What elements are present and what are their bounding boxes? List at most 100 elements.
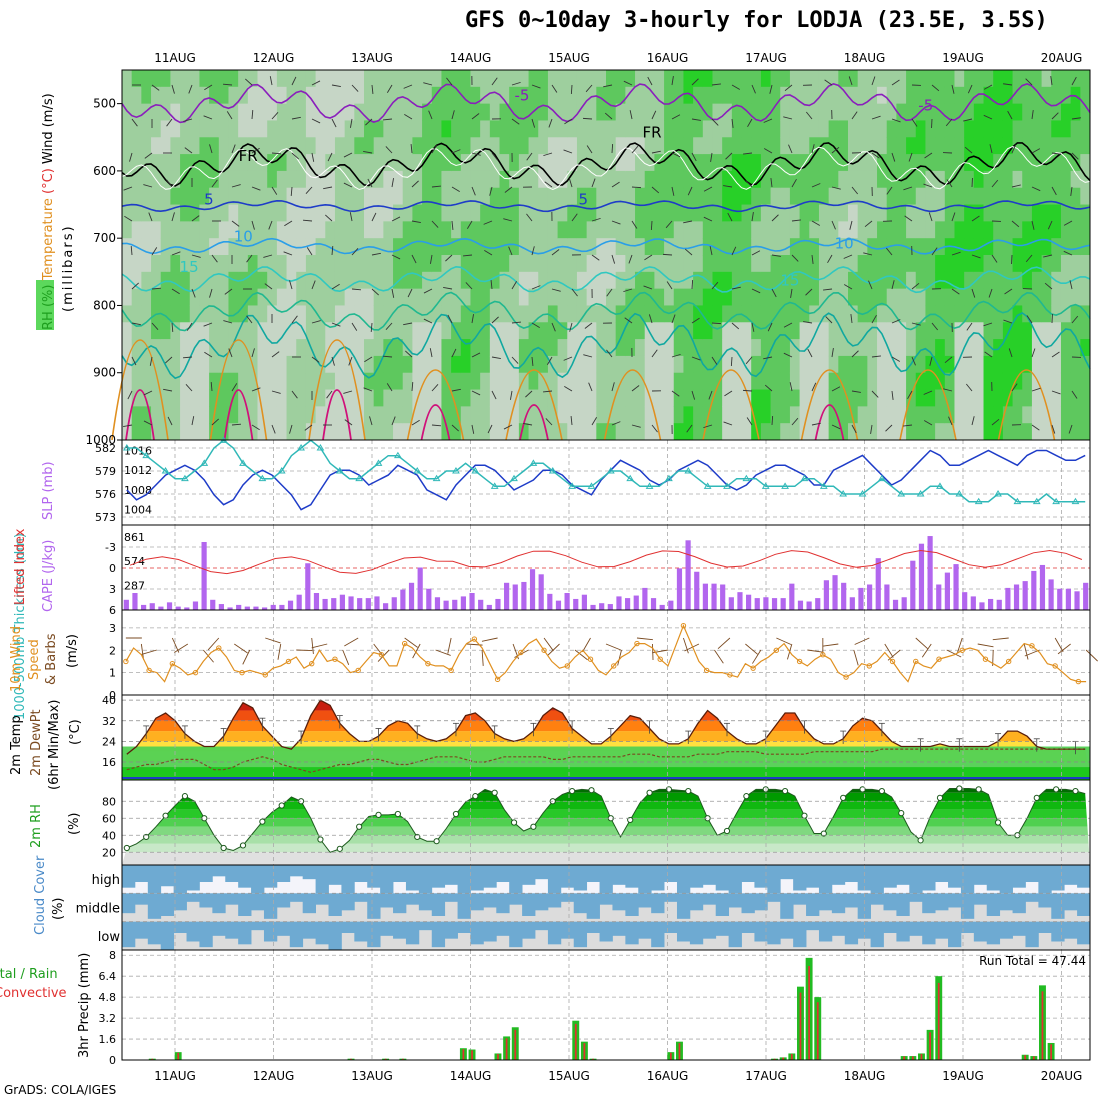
rh-cell [480,339,491,357]
rh-cell [402,103,413,121]
rh-cell [199,154,210,172]
rh-cell [296,305,307,323]
rh-cell [915,372,926,391]
rh-cell [296,288,307,306]
rh-cell [538,406,549,424]
thickness-marker [877,474,886,482]
rh-cell [760,389,772,407]
rh-cell [596,288,607,306]
wind-speed-marker [866,663,872,669]
rh-cell [944,372,955,391]
wind-barb [349,118,353,128]
rh-cell [877,322,888,340]
wind-barb [167,416,173,426]
rh-cell [760,339,772,357]
rh-cell [499,355,510,374]
rh-cell [180,255,191,273]
rh-tick-label: 20 [102,846,116,859]
cloud-cover-bar [741,865,755,882]
cape-bar [426,588,432,610]
cloud-cover-bar [960,921,975,933]
rh-cell [877,305,888,323]
rh-cell [770,271,781,290]
rh-cell [557,70,568,88]
wind-barb [783,116,793,120]
rh-cell [828,70,839,88]
rh-cell [1002,355,1014,374]
rh-cell [160,288,171,306]
rh-cell [305,86,317,105]
rh-cell [547,221,559,239]
rh-cell [789,238,801,256]
rh-cell [170,137,181,155]
rh-cell [383,271,394,290]
wind-barb [331,84,341,88]
cape-bar [590,604,596,610]
wind-barb-10m [543,637,554,652]
date-tick-label-bottom: 14AUG [450,1069,492,1083]
wind-barb [611,181,620,188]
wind-barb [551,84,558,93]
rh-cell [538,238,549,256]
wind-barb [591,254,600,261]
rh-cell [412,322,423,340]
rh-cell [867,271,878,290]
rh-cell [257,423,268,441]
thickness-tick-label: 582 [95,442,116,455]
thickness-marker [587,482,596,489]
rh-cell [180,103,191,121]
rh-cell [499,339,510,357]
rh-cell [1080,406,1091,424]
wind-barb [751,288,761,294]
cloud-cover-bar [702,893,717,905]
cloud-cover-bar [651,921,665,948]
rh-cell [189,86,200,105]
rh-cell [528,187,539,206]
rh-cell [122,70,133,88]
rh-cell [141,86,152,105]
rh-cell [770,288,781,306]
cloud-cover-bar [186,921,200,942]
rh-cell [122,137,133,155]
wind-speed-marker [796,658,803,665]
wind-barb-10m [207,637,220,651]
rh-cell [712,288,723,306]
rh-cell [305,322,317,340]
rh-cell [160,423,171,441]
rh-cell [906,372,917,391]
rh-cell [906,389,917,407]
rh-cell [857,204,868,222]
rh-cell [1022,406,1033,424]
cape-bar [910,560,916,610]
cloud-cover-bar [263,865,278,888]
wind-barb [711,322,722,325]
rh-cell [896,120,907,138]
rh-cell [431,187,442,206]
wind-barb [1003,319,1013,324]
wind-barb [526,213,533,222]
rh-cell [160,221,171,239]
rh-cell [480,406,491,424]
wind-barb [923,420,933,426]
thickness-marker [626,474,635,482]
rh-cell [915,187,926,206]
rh-cell [441,103,452,121]
cloud-cover-bar [676,921,691,942]
rh-cell [393,305,404,323]
thickness-marker [335,467,344,474]
rh-cell [480,423,491,441]
rh-cell [209,271,220,290]
precip-tick-label: 3.2 [99,1012,117,1025]
rh-cell [480,187,491,206]
cloud-cover-bar [1012,893,1026,914]
cloud-cover-bar [238,893,252,916]
rh-cell [877,339,888,357]
rh-cell [334,305,346,323]
rh-cell [799,204,810,222]
rh-cell [896,238,907,256]
rh-marker [569,787,576,795]
rh-cell [828,103,839,121]
rh-cell [693,187,704,206]
cloud-cover-bar [883,893,897,911]
rh-cell [596,86,607,105]
